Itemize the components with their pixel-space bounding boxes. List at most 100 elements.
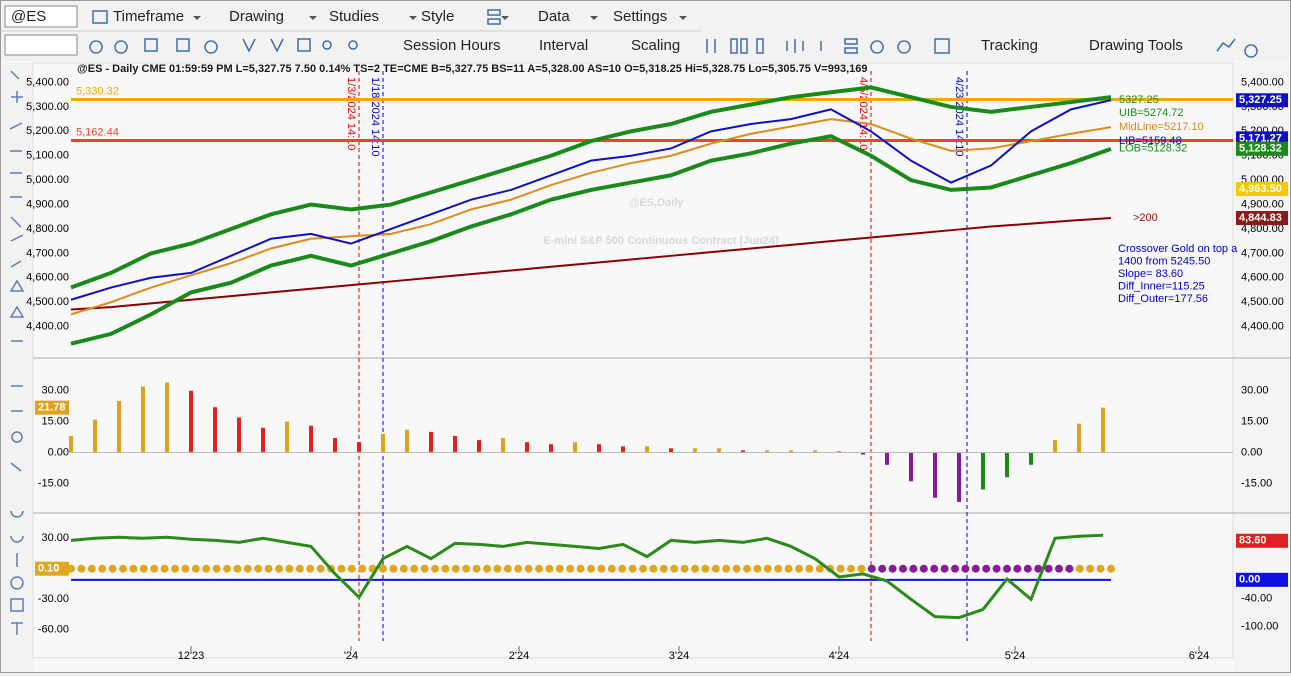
- menu-item[interactable]: Drawing: [229, 8, 284, 25]
- histogram-bar: [117, 401, 121, 453]
- study-note: Slope= 83.60: [1118, 268, 1183, 280]
- level-dot: [795, 564, 803, 573]
- histogram-bar: [813, 450, 817, 453]
- ma-label: >200: [1133, 212, 1158, 224]
- level-dot: [503, 564, 512, 573]
- dropdown-arrow[interactable]: [309, 16, 317, 20]
- price-badge-label: 21.78: [38, 402, 66, 414]
- band-label: LOB=5128.32: [1119, 143, 1187, 155]
- menu-item[interactable]: Data: [538, 8, 570, 25]
- price-badge-label: 83.60: [1239, 535, 1267, 547]
- menu-item[interactable]: Timeframe: [113, 8, 184, 25]
- blank-box[interactable]: [4, 34, 78, 56]
- histogram-bar: [621, 446, 625, 453]
- histogram-bar: [1101, 407, 1105, 453]
- level-dot: [971, 564, 980, 573]
- level-dot: [753, 564, 762, 573]
- level-dot: [410, 564, 419, 573]
- histogram-bar: [717, 448, 721, 453]
- marker-label: 1/18/2024 14:10: [369, 77, 381, 157]
- menu-item[interactable]: Session Hours: [403, 37, 501, 54]
- x-tick-label: 5'24: [1005, 650, 1025, 662]
- histogram-bar: [189, 390, 193, 453]
- menu-item[interactable]: Scaling: [631, 37, 680, 54]
- level-dot: [420, 564, 429, 573]
- y-tick-label-right: 0.00: [1241, 446, 1262, 458]
- level-dot: [399, 564, 408, 573]
- chart-header: @ES - Daily CME 01:59:59 PM L=5,327.75 7…: [77, 63, 868, 75]
- study-note: Crossover Gold on top a: [1118, 243, 1238, 255]
- level-dot: [1065, 564, 1074, 573]
- y-tick-label: 5,400.00: [26, 76, 69, 88]
- toolbar-icons[interactable]: [89, 9, 1258, 58]
- y-tick-label: 4,800.00: [26, 223, 69, 235]
- level-dot: [618, 564, 627, 573]
- histogram-bar: [645, 446, 649, 453]
- histogram-bar: [333, 438, 337, 453]
- histogram-bar: [453, 436, 457, 453]
- indicator-line: [70, 99, 1112, 301]
- left-icons[interactable]: [9, 70, 25, 635]
- level-dot: [254, 564, 263, 573]
- price-badge-label: 4,963.50: [1239, 183, 1282, 195]
- y-tick-label: 5,300.00: [26, 101, 69, 113]
- x-tick-label: 12'23: [178, 650, 205, 662]
- price-badge-label: 5,128.32: [1239, 143, 1282, 155]
- level-dot: [961, 564, 970, 573]
- histogram-bar: [669, 448, 673, 453]
- level-dot: [493, 564, 502, 573]
- level-dot: [1044, 564, 1053, 573]
- histogram-bar: [549, 444, 553, 453]
- symbol-box[interactable]: [4, 5, 78, 28]
- dropdown-arrow[interactable]: [501, 16, 509, 20]
- indicator-line: [70, 118, 1112, 316]
- dropdown-arrow[interactable]: [193, 16, 201, 20]
- y-tick-label-right: 4,900.00: [1241, 198, 1284, 210]
- y-tick-label-right: 4,500.00: [1241, 296, 1284, 308]
- histogram-bar: [789, 450, 793, 453]
- menu-item[interactable]: Studies: [329, 8, 379, 25]
- histogram-bar: [357, 442, 361, 453]
- level-dot: [1096, 564, 1105, 573]
- menu-item[interactable]: Style: [421, 8, 454, 25]
- level-dot: [337, 564, 346, 573]
- y-tick-label-right: 5,400.00: [1241, 76, 1284, 88]
- dropdown-arrow[interactable]: [590, 16, 598, 20]
- level-dot: [264, 564, 273, 573]
- level-dot: [680, 564, 689, 573]
- symbol[interactable]: @ES: [11, 8, 46, 25]
- price-badge-label: 5,327.25: [1239, 94, 1282, 106]
- right-axis-bg: [1234, 63, 1290, 672]
- y-tick-label: 5,200.00: [26, 125, 69, 137]
- menu-item[interactable]: Drawing Tools: [1089, 37, 1183, 54]
- histogram-bar: [237, 417, 241, 453]
- level-dot: [1013, 564, 1022, 573]
- watermark-subtitle: E-mini S&P 500 Continuous Contract [Jun2…: [543, 235, 778, 247]
- y-tick-label-right: 4,700.00: [1241, 247, 1284, 259]
- level-dot: [805, 564, 814, 573]
- indicator-line: [70, 85, 1112, 290]
- menu-item[interactable]: Interval: [539, 37, 588, 54]
- y-tick-label-right: 4,400.00: [1241, 320, 1284, 332]
- price-badge: [1236, 572, 1288, 587]
- menu-item[interactable]: Tracking: [981, 37, 1038, 54]
- level-dot: [628, 564, 637, 573]
- level-dot: [223, 564, 231, 573]
- y-tick-label-right: 30.00: [1241, 385, 1269, 397]
- level-dot: [431, 564, 439, 573]
- dropdown-arrow[interactable]: [409, 16, 417, 20]
- level-dot: [77, 564, 86, 573]
- level-dot: [1086, 564, 1095, 573]
- level-dot: [951, 564, 959, 573]
- y-tick-label-right: -100.00: [1241, 620, 1278, 632]
- x-tick-label: 4'24: [829, 650, 849, 662]
- histogram-bar: [957, 452, 961, 502]
- level-dot: [774, 564, 783, 573]
- histogram-bar: [693, 448, 697, 453]
- marker-label: 4/5/2024 14:10: [857, 77, 869, 150]
- level-dot: [358, 564, 367, 573]
- dropdown-arrow[interactable]: [679, 16, 687, 20]
- y-tick-label: 30.00: [41, 385, 69, 397]
- menu-item[interactable]: Settings: [613, 8, 667, 25]
- histogram-bar: [933, 452, 937, 498]
